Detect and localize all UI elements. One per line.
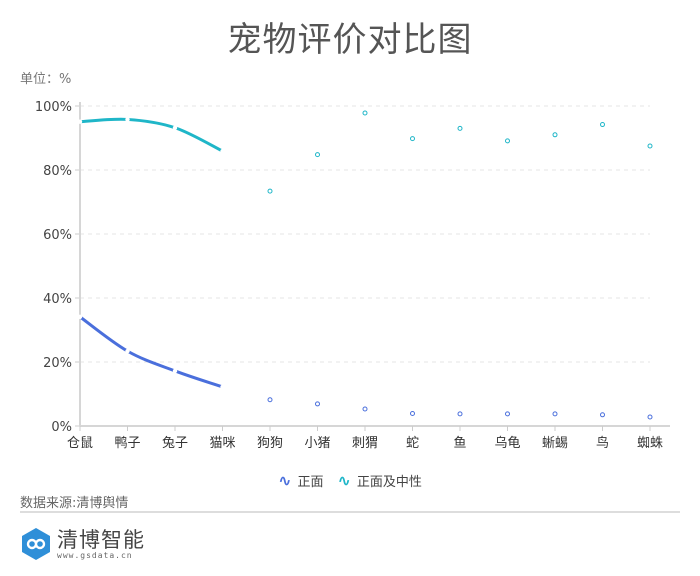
x-tick-label: 小猪 [304, 436, 330, 451]
x-tick-label: 蜘蛛 [637, 436, 663, 451]
x-tick-label: 兔子 [162, 436, 188, 451]
data-point[interactable] [552, 411, 558, 417]
legend-label: 正面 [297, 475, 324, 490]
data-point[interactable] [410, 411, 415, 417]
data-point[interactable] [267, 397, 273, 403]
data-point[interactable] [647, 143, 653, 149]
chart-title: 宠物评价对比图 [227, 20, 473, 60]
brand-logo: 清博智能 www.gsdata.cn [19, 527, 145, 561]
divider [20, 511, 680, 513]
logo-name: 清博智能 [57, 527, 145, 552]
data-point[interactable] [125, 117, 130, 122]
x-tick-label: 仓鼠 [67, 436, 93, 451]
line-chart: 0% 20% 40% 60% 80% 100% 仓鼠 鸭子 兔子 猫咪 狗狗 小猪 刺猬 蛇 鱼 乌龟 蜥蜴 鸟 蜘… [35, 100, 670, 451]
data-point[interactable] [267, 188, 273, 194]
x-tick-label: 蜥蜴 [542, 436, 568, 451]
legend-item-positive[interactable]: ∿ 正面 [278, 471, 323, 490]
data-point[interactable] [220, 384, 225, 390]
data-point[interactable] [505, 411, 510, 417]
x-tick-label: 刺猬 [352, 436, 378, 451]
data-point[interactable] [315, 401, 320, 407]
y-tick-label: 40% [43, 292, 72, 307]
x-tick-label: 鸟 [596, 435, 609, 451]
y-tick-label: 20% [43, 356, 72, 371]
data-point[interactable] [505, 138, 510, 144]
data-point[interactable] [77, 119, 83, 124]
data-series [77, 110, 653, 420]
x-tick-label: 鱼 [453, 435, 466, 451]
data-point[interactable] [77, 314, 83, 320]
data-point[interactable] [125, 348, 130, 354]
legend-item-positive-neutral[interactable]: ∿ 正面及中性 [338, 471, 422, 490]
data-point[interactable] [552, 132, 558, 138]
data-point[interactable] [362, 110, 368, 116]
x-tick-label: 猫咪 [209, 436, 235, 451]
logo-url: www.gsdata.cn [57, 550, 133, 560]
wave-icon: ∿ [278, 470, 292, 490]
wave-icon: ∿ [337, 470, 351, 490]
logo-icon [22, 528, 50, 560]
data-point[interactable] [457, 411, 463, 417]
data-point[interactable] [600, 412, 605, 418]
series-line [78, 315, 224, 389]
unit-label: 单位：% [20, 72, 72, 87]
legend-label: 正面及中性 [356, 475, 422, 490]
data-point[interactable] [172, 368, 178, 374]
legend: ∿ 正面 ∿ 正面及中性 [0, 471, 700, 490]
x-tick-label: 鸭子 [114, 436, 140, 451]
data-point[interactable] [220, 148, 225, 154]
data-point[interactable] [647, 414, 653, 420]
y-tick-label: 0% [51, 420, 72, 435]
y-tick-label: 60% [43, 228, 72, 243]
data-point[interactable] [410, 136, 415, 142]
x-tick-label: 狗狗 [257, 436, 283, 451]
data-point[interactable] [362, 406, 368, 412]
series-line [78, 117, 224, 153]
x-tick-label: 乌龟 [494, 435, 520, 451]
data-point[interactable] [600, 122, 605, 128]
y-tick-label: 100% [35, 100, 72, 115]
x-tick-label: 蛇 [406, 436, 419, 451]
grid-lines [80, 105, 650, 363]
y-tick-label: 80% [43, 164, 72, 179]
data-point[interactable] [315, 152, 320, 158]
axes: 0% 20% 40% 60% 80% 100% 仓鼠 鸭子 兔子 猫咪 狗狗 小猪 刺猬 蛇 鱼 乌龟 蜥蜴 鸟 蜘… [35, 100, 670, 451]
data-point[interactable] [172, 125, 178, 130]
data-point[interactable] [457, 125, 463, 131]
data-source: 数据来源:清博舆情 [20, 496, 129, 511]
